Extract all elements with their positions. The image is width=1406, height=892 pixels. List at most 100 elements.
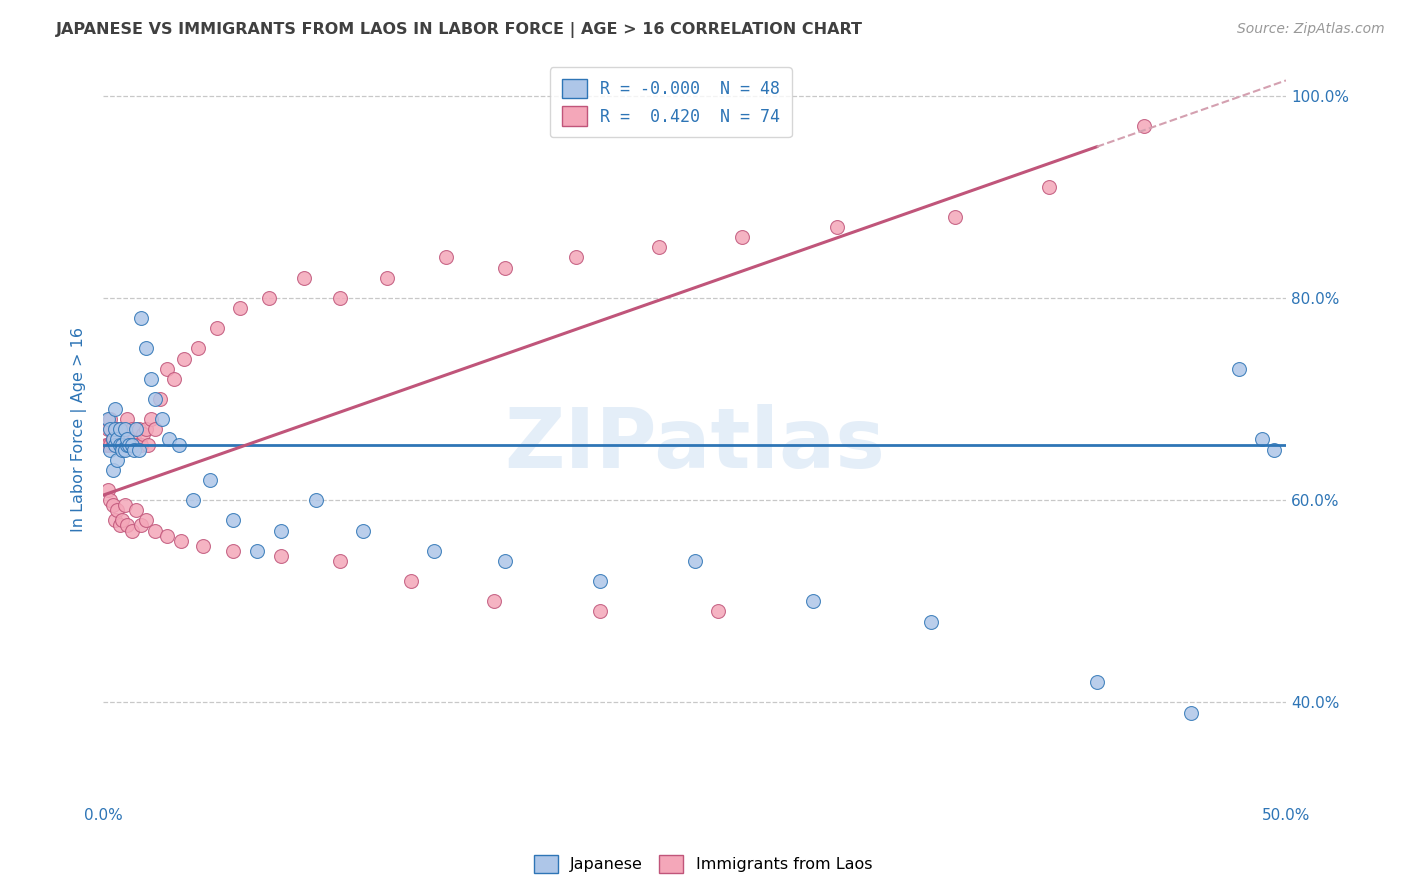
Text: JAPANESE VS IMMIGRANTS FROM LAOS IN LABOR FORCE | AGE > 16 CORRELATION CHART: JAPANESE VS IMMIGRANTS FROM LAOS IN LABO… — [56, 22, 863, 38]
Point — [104, 422, 127, 436]
Point — [101, 498, 124, 512]
Legend: R = -0.000  N = 48, R =  0.420  N = 74: R = -0.000 N = 48, R = 0.420 N = 74 — [550, 67, 792, 137]
Point — [1133, 119, 1156, 133]
Point — [101, 463, 124, 477]
Point — [135, 342, 157, 356]
Point — [1038, 179, 1060, 194]
Point — [114, 498, 136, 512]
Point — [181, 493, 204, 508]
Point — [104, 437, 127, 451]
Point — [104, 422, 127, 436]
Point — [94, 437, 117, 451]
Point — [1263, 442, 1285, 457]
Point — [139, 372, 162, 386]
Point — [135, 513, 157, 527]
Point — [111, 422, 134, 436]
Point — [128, 442, 150, 457]
Point — [159, 433, 181, 447]
Point — [222, 543, 245, 558]
Point — [143, 524, 166, 538]
Point — [825, 220, 848, 235]
Point — [101, 433, 124, 447]
Point — [97, 422, 120, 436]
Point — [118, 437, 141, 451]
Point — [222, 513, 245, 527]
Point — [132, 427, 155, 442]
Point — [104, 402, 127, 417]
Point — [375, 270, 398, 285]
Point — [156, 361, 179, 376]
Point — [98, 493, 121, 508]
Point — [111, 437, 134, 451]
Point — [191, 539, 214, 553]
Point — [97, 412, 120, 426]
Point — [98, 412, 121, 426]
Point — [115, 437, 138, 451]
Point — [270, 549, 292, 563]
Point — [1251, 433, 1274, 447]
Point — [135, 422, 157, 436]
Text: Source: ZipAtlas.com: Source: ZipAtlas.com — [1237, 22, 1385, 37]
Point — [107, 433, 129, 447]
Point — [108, 437, 131, 451]
Point — [920, 615, 942, 629]
Point — [648, 240, 671, 254]
Point — [292, 270, 315, 285]
Legend: Japanese, Immigrants from Laos: Japanese, Immigrants from Laos — [527, 848, 879, 880]
Point — [107, 422, 129, 436]
Point — [257, 291, 280, 305]
Point — [683, 554, 706, 568]
Point — [143, 392, 166, 406]
Point — [108, 518, 131, 533]
Point — [121, 422, 143, 436]
Point — [229, 301, 252, 315]
Point — [121, 437, 143, 451]
Point — [101, 433, 124, 447]
Point — [98, 422, 121, 436]
Point — [115, 518, 138, 533]
Point — [111, 442, 134, 457]
Point — [104, 437, 127, 451]
Point — [270, 524, 292, 538]
Point — [589, 574, 612, 588]
Point — [187, 342, 209, 356]
Point — [589, 604, 612, 618]
Point — [801, 594, 824, 608]
Point — [136, 437, 159, 451]
Point — [125, 503, 148, 517]
Point — [129, 518, 152, 533]
Point — [98, 442, 121, 457]
Point — [111, 437, 134, 451]
Point — [114, 442, 136, 457]
Point — [150, 412, 173, 426]
Point — [122, 442, 145, 457]
Point — [399, 574, 422, 588]
Point — [107, 437, 129, 451]
Point — [129, 311, 152, 326]
Point — [98, 437, 121, 451]
Point — [494, 260, 516, 275]
Point — [139, 412, 162, 426]
Point — [246, 543, 269, 558]
Point — [482, 594, 505, 608]
Point — [305, 493, 328, 508]
Point — [121, 524, 143, 538]
Point — [943, 210, 966, 224]
Point — [101, 437, 124, 451]
Point — [104, 513, 127, 527]
Point — [108, 433, 131, 447]
Point — [565, 251, 588, 265]
Point — [108, 422, 131, 436]
Point — [170, 533, 193, 548]
Point — [115, 433, 138, 447]
Point — [115, 437, 138, 451]
Text: ZIPatlas: ZIPatlas — [505, 404, 886, 485]
Point — [122, 433, 145, 447]
Point — [97, 437, 120, 451]
Point — [156, 528, 179, 542]
Point — [115, 412, 138, 426]
Point — [163, 372, 186, 386]
Point — [114, 422, 136, 436]
Point — [423, 543, 446, 558]
Point — [707, 604, 730, 618]
